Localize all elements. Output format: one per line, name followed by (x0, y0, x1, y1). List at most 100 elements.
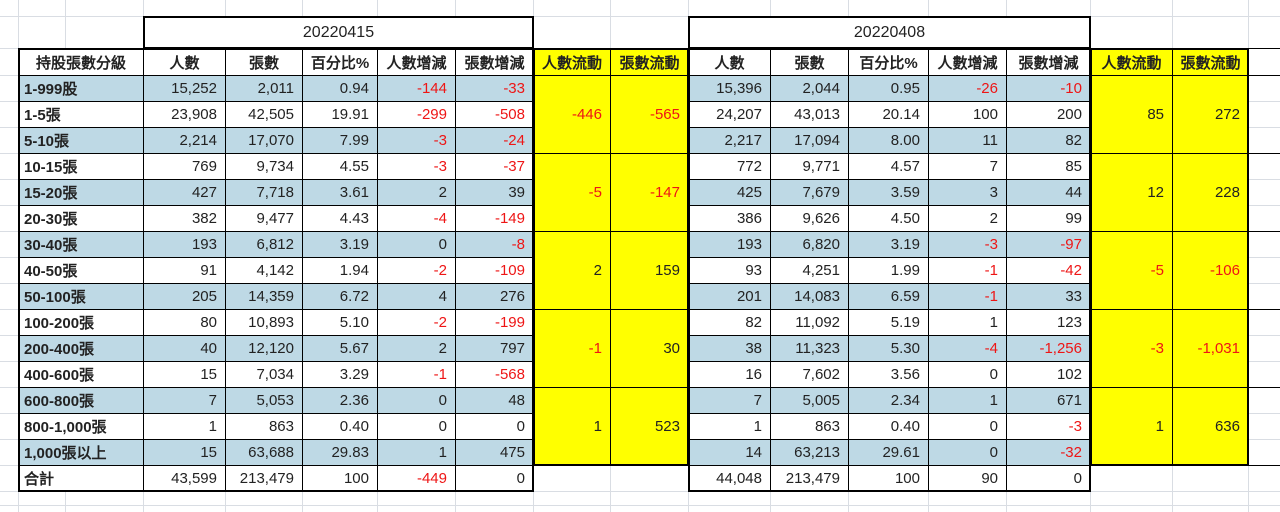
column-header[interactable]: 張數增減 (1006, 48, 1091, 76)
cell[interactable]: 863 (225, 413, 303, 440)
flow-column-header[interactable]: 人數流動 (1090, 48, 1173, 76)
row-label[interactable]: 1-5張 (18, 101, 144, 128)
empty-cell[interactable] (1248, 48, 1280, 76)
total-cell[interactable]: 44,048 (688, 465, 771, 492)
cell[interactable]: 29.61 (848, 439, 929, 466)
cell[interactable]: 200 (1006, 101, 1091, 128)
cell[interactable]: 44 (1006, 179, 1091, 206)
date-header[interactable]: 20220415 (143, 16, 534, 49)
flow-column-header[interactable]: 人數流動 (533, 48, 611, 76)
flow-cell[interactable]: 12 (1090, 153, 1173, 232)
cell[interactable]: 10,893 (225, 309, 303, 336)
cell[interactable]: 23,908 (143, 101, 226, 128)
total-cell[interactable]: 0 (455, 465, 534, 492)
cell[interactable]: -144 (377, 75, 456, 102)
cell[interactable]: -4 (928, 335, 1007, 362)
cell[interactable]: 0 (455, 413, 534, 440)
flow-cell[interactable]: 2 (533, 231, 611, 310)
cell[interactable]: 20.14 (848, 101, 929, 128)
cell[interactable]: 193 (143, 231, 226, 258)
cell[interactable]: 0.94 (302, 75, 378, 102)
cell[interactable]: 7,679 (770, 179, 849, 206)
cell[interactable]: -97 (1006, 231, 1091, 258)
cell[interactable]: 1 (143, 413, 226, 440)
cell[interactable]: 85 (1006, 153, 1091, 180)
row-label[interactable]: 400-600張 (18, 361, 144, 388)
cell[interactable]: 772 (688, 153, 771, 180)
cell[interactable]: 797 (455, 335, 534, 362)
cell[interactable]: 9,477 (225, 205, 303, 232)
cell[interactable]: 5,005 (770, 387, 849, 414)
flow-cell[interactable]: 159 (610, 231, 689, 310)
cell[interactable]: 0 (928, 439, 1007, 466)
cell[interactable]: 3.19 (848, 231, 929, 258)
cell[interactable]: 1 (377, 439, 456, 466)
cell[interactable]: 8.00 (848, 127, 929, 154)
cell[interactable]: -1,256 (1006, 335, 1091, 362)
flow-column-header[interactable]: 張數流動 (610, 48, 689, 76)
cell[interactable]: 2,044 (770, 75, 849, 102)
cell[interactable]: 2,217 (688, 127, 771, 154)
cell[interactable]: -199 (455, 309, 534, 336)
flow-cell[interactable]: 1 (1090, 387, 1173, 466)
cell[interactable]: 0 (377, 413, 456, 440)
cell[interactable]: 19.91 (302, 101, 378, 128)
cell[interactable]: 2 (377, 179, 456, 206)
total-cell[interactable]: 43,599 (143, 465, 226, 492)
total-row-label[interactable]: 合計 (18, 465, 144, 492)
empty-cell[interactable] (1248, 153, 1280, 232)
cell[interactable]: -568 (455, 361, 534, 388)
cell[interactable]: 1 (688, 413, 771, 440)
cell[interactable]: 863 (770, 413, 849, 440)
row-label[interactable]: 50-100張 (18, 283, 144, 310)
column-header[interactable]: 人數增減 (377, 48, 456, 76)
cell[interactable]: -3 (377, 127, 456, 154)
cell[interactable]: 39 (455, 179, 534, 206)
cell[interactable]: 5.67 (302, 335, 378, 362)
flow-cell[interactable]: -5 (533, 153, 611, 232)
cell[interactable]: 9,734 (225, 153, 303, 180)
cell[interactable]: 4.57 (848, 153, 929, 180)
cell[interactable]: 99 (1006, 205, 1091, 232)
empty-cell[interactable] (1248, 387, 1280, 466)
row-label[interactable]: 30-40張 (18, 231, 144, 258)
cell[interactable]: 6,820 (770, 231, 849, 258)
cell[interactable]: 201 (688, 283, 771, 310)
cell[interactable]: 17,070 (225, 127, 303, 154)
cell[interactable]: -8 (455, 231, 534, 258)
cell[interactable]: 4.43 (302, 205, 378, 232)
cell[interactable]: 1.94 (302, 257, 378, 284)
cell[interactable]: 17,094 (770, 127, 849, 154)
row-label[interactable]: 1,000張以上 (18, 439, 144, 466)
cell[interactable]: -24 (455, 127, 534, 154)
cell[interactable]: 100 (928, 101, 1007, 128)
cell[interactable]: -2 (377, 309, 456, 336)
cell[interactable]: 12,120 (225, 335, 303, 362)
cell[interactable]: 769 (143, 153, 226, 180)
column-header[interactable]: 人數 (688, 48, 771, 76)
cell[interactable]: 14 (688, 439, 771, 466)
cell[interactable]: 2.36 (302, 387, 378, 414)
cell[interactable]: 123 (1006, 309, 1091, 336)
cell[interactable]: 6.59 (848, 283, 929, 310)
cell[interactable]: -1 (377, 361, 456, 388)
cell[interactable]: 7.99 (302, 127, 378, 154)
cell[interactable]: -3 (1006, 413, 1091, 440)
cell[interactable]: 14,359 (225, 283, 303, 310)
cell[interactable]: 7 (143, 387, 226, 414)
cell[interactable]: 4,251 (770, 257, 849, 284)
cell[interactable]: -32 (1006, 439, 1091, 466)
flow-cell[interactable]: 523 (610, 387, 689, 466)
row-label[interactable]: 10-15張 (18, 153, 144, 180)
cell[interactable]: -299 (377, 101, 456, 128)
empty-cell[interactable] (1248, 75, 1280, 154)
cell[interactable]: 11,092 (770, 309, 849, 336)
cell[interactable]: 2,214 (143, 127, 226, 154)
cell[interactable]: 14,083 (770, 283, 849, 310)
flow-cell[interactable]: 228 (1172, 153, 1249, 232)
cell[interactable]: 5.10 (302, 309, 378, 336)
cell[interactable]: 0.40 (302, 413, 378, 440)
date-header[interactable]: 20220408 (688, 16, 1091, 49)
cell[interactable]: 3.29 (302, 361, 378, 388)
flow-cell[interactable]: 272 (1172, 75, 1249, 154)
